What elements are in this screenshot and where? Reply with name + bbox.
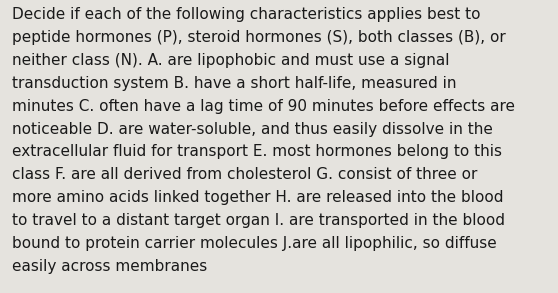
Text: noticeable D. are water-soluble, and thus easily dissolve in the: noticeable D. are water-soluble, and thu…: [12, 122, 493, 137]
Text: minutes C. often have a lag time of 90 minutes before effects are: minutes C. often have a lag time of 90 m…: [12, 99, 515, 114]
Text: transduction system B. have a short half-life, measured in: transduction system B. have a short half…: [12, 76, 457, 91]
Text: to travel to a distant target organ I. are transported in the blood: to travel to a distant target organ I. a…: [12, 213, 506, 228]
Text: class F. are all derived from cholesterol G. consist of three or: class F. are all derived from cholestero…: [12, 167, 478, 182]
Text: more amino acids linked together H. are released into the blood: more amino acids linked together H. are …: [12, 190, 504, 205]
Text: extracellular fluid for transport E. most hormones belong to this: extracellular fluid for transport E. mos…: [12, 144, 502, 159]
Text: bound to protein carrier molecules J.are all lipophilic, so diffuse: bound to protein carrier molecules J.are…: [12, 236, 497, 251]
Text: peptide hormones (P), steroid hormones (S), both classes (B), or: peptide hormones (P), steroid hormones (…: [12, 30, 506, 45]
Text: Decide if each of the following characteristics applies best to: Decide if each of the following characte…: [12, 7, 481, 22]
Text: neither class (N). A. are lipophobic and must use a signal: neither class (N). A. are lipophobic and…: [12, 53, 450, 68]
Text: easily across membranes: easily across membranes: [12, 259, 208, 274]
